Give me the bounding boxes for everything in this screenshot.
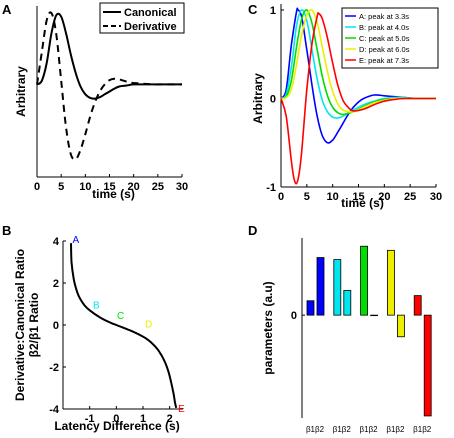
group-label-3: β1β2 xyxy=(386,425,405,434)
legend-box xyxy=(99,2,185,34)
legend-label-1: B: peak at 4.0s xyxy=(359,23,409,32)
panel-letter-b: B xyxy=(2,223,11,238)
y-axis-title: parameters (a.u) xyxy=(261,281,275,374)
bar-3-0 xyxy=(386,249,395,316)
y-tick-label: 1 xyxy=(270,5,276,17)
legend-box xyxy=(341,7,439,69)
x-tick-label: 25 xyxy=(152,181,164,193)
bar-3-1 xyxy=(396,314,405,338)
point-label-a: A xyxy=(73,235,80,246)
x-axis-title: Latency Difference (s) xyxy=(54,419,179,433)
y-tick-label: 4 xyxy=(53,236,60,248)
x-tick-label: 15 xyxy=(352,191,364,203)
legend-label-4: E: peak at 7.3s xyxy=(359,56,409,65)
x-tick-label: 15 xyxy=(103,181,115,193)
group-label-4: β1β2 xyxy=(413,425,432,434)
point-label-b: B xyxy=(93,300,100,311)
x-tick-label: 0 xyxy=(278,191,284,203)
panel-a: 0 5 10 15 20 25 30 time (s) Arbitrary Canonical De… xyxy=(14,2,188,201)
x-tick-label: 0 xyxy=(113,413,119,425)
legend-label-derivative: Derivative xyxy=(124,21,177,33)
point-label-e: E xyxy=(178,404,185,415)
panel-letter-c: C xyxy=(248,2,258,17)
x-tick-label: 30 xyxy=(176,181,188,193)
x-tick-label: 1 xyxy=(140,413,146,425)
x-tick-label: 5 xyxy=(58,181,64,193)
y-axis-title: Derivative:Canonical Ratio xyxy=(13,249,27,401)
y-tick-label: 0 xyxy=(270,94,276,106)
y-tick-label: -2 xyxy=(49,362,59,374)
y-tick-label: 2 xyxy=(53,278,59,290)
y-tick-label: 0 xyxy=(53,320,59,332)
x-tick-label: 10 xyxy=(79,181,91,193)
bar-2-1 xyxy=(370,314,379,317)
bar-0-1 xyxy=(316,257,325,316)
bar-1-0 xyxy=(333,259,342,316)
bar-1-1 xyxy=(343,290,352,316)
x-axis-title: time (s) xyxy=(92,187,135,201)
series-line-1 xyxy=(280,9,436,119)
series-line-0 xyxy=(280,7,436,144)
x-tick-label: 30 xyxy=(430,191,442,203)
panel-d: 0 parameters (a.u) β1β2 β1β2 β1β2 β1β2 β1β2 xyxy=(261,238,432,434)
group-label-0: β1β2 xyxy=(306,425,325,434)
y-axis-title: Arbitrary xyxy=(251,73,265,124)
bar-0-0 xyxy=(306,300,315,316)
x-tick-label: 2 xyxy=(167,413,173,425)
x-tick-label: 25 xyxy=(404,191,416,203)
x-tick-label: 20 xyxy=(128,181,140,193)
ratio-curve xyxy=(70,243,178,409)
panel-letter-a: A xyxy=(2,2,12,17)
group-label-2: β1β2 xyxy=(360,425,379,434)
point-label-d: D xyxy=(145,319,152,330)
y-tick-label: 0 xyxy=(291,310,297,322)
panel-letter-d: D xyxy=(248,223,257,238)
x-axis-title: time (s) xyxy=(341,196,384,210)
group-label-1: β1β2 xyxy=(333,425,352,434)
bar-4-1 xyxy=(423,314,432,417)
bar-2-0 xyxy=(360,245,369,316)
y-axis-title: Arbitrary xyxy=(14,66,28,117)
panel-b: -1 0 1 2 -4 -2 0 2 4 Latency Difference (s) Deriva… xyxy=(13,235,185,433)
x-tick-label: 5 xyxy=(304,191,310,203)
x-tick-label: -1 xyxy=(85,413,95,425)
x-tick-label: 20 xyxy=(378,191,390,203)
x-tick-label: 10 xyxy=(327,191,339,203)
legend-label-canonical: Canonical xyxy=(124,7,177,19)
x-tick-label: 0 xyxy=(34,181,40,193)
y-tick-label: -4 xyxy=(49,404,60,416)
legend-label-3: D: peak at 6.0s xyxy=(359,45,410,54)
point-label-c: C xyxy=(117,311,124,322)
legend-label-0: A: peak at 3.3s xyxy=(359,12,409,21)
series-line-4 xyxy=(280,12,436,185)
bar-4-0 xyxy=(413,295,422,316)
y-tick-label: -1 xyxy=(266,182,276,194)
series-line-derivative xyxy=(36,11,182,161)
y-axis-title-ratio: β2/β1 Ratio xyxy=(27,293,41,358)
legend-label-2: C: peak at 5.0s xyxy=(359,34,410,43)
